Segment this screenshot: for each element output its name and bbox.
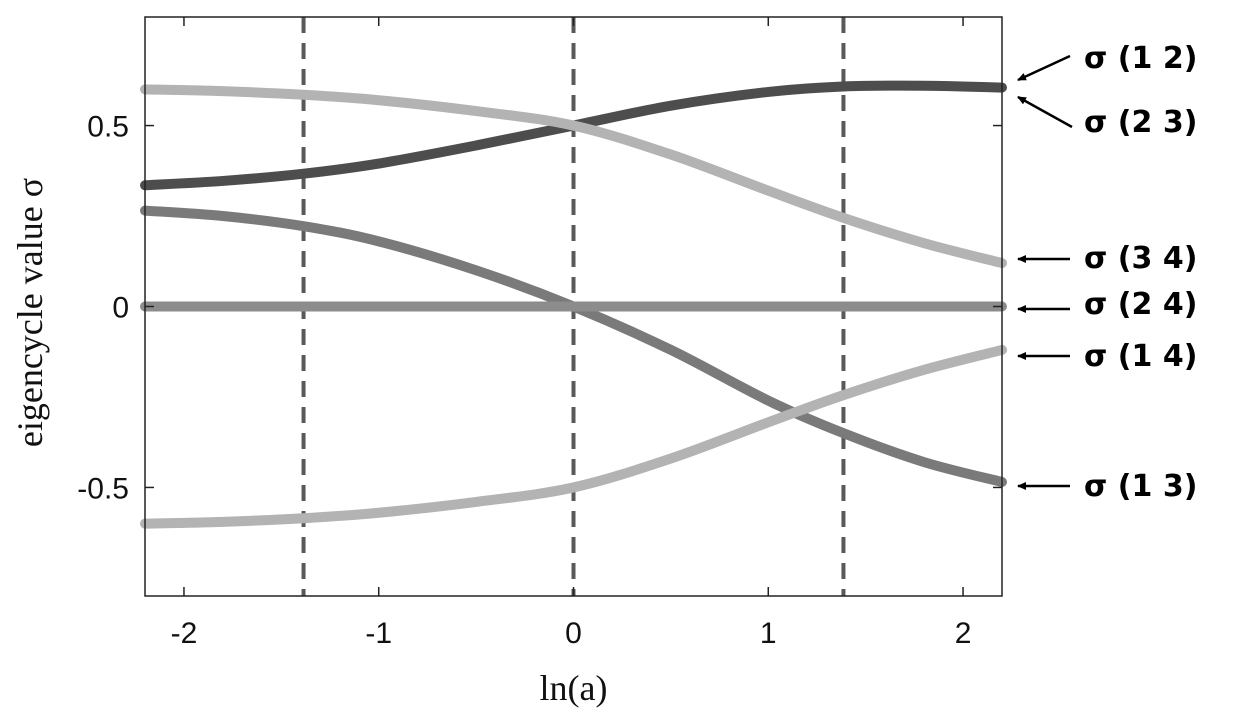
x-tick-label: -1 [365, 617, 392, 650]
annotation-label: σ (1 2) [1084, 41, 1197, 76]
annotation-arrow [1017, 95, 1073, 129]
x-tick-label: 0 [565, 617, 582, 650]
annotation-arrow [1017, 54, 1071, 82]
y-tick-label: 0 [112, 292, 129, 325]
tick-layer: -2 -1 0 1 2 -0.5 0 0.5 [77, 17, 1002, 650]
annotation-label: σ (2 4) [1084, 287, 1197, 322]
series-line-1 [140, 84, 1007, 269]
y-tick-label: -0.5 [77, 472, 129, 505]
x-axis-title: ln(a) [540, 668, 608, 708]
y-tick-label: 0.5 [87, 111, 129, 144]
annotation-label: σ (3 4) [1084, 241, 1197, 276]
annotation-label: σ (2 3) [1084, 105, 1197, 140]
x-tick-label: 1 [760, 617, 777, 650]
x-tick-label: 2 [955, 617, 972, 650]
y-axis-title: eigencycle value σ [10, 178, 50, 447]
annotation-label: σ (1 3) [1084, 469, 1197, 504]
annotation-label: σ (1 4) [1084, 339, 1197, 374]
series-line-4 [140, 344, 1007, 529]
series-layer [140, 80, 1007, 529]
x-tick-label: -2 [171, 617, 198, 650]
annotation-layer: σ (1 2) σ (2 3) σ (3 4) σ (2 4) σ (1 4) σ (1 … [1017, 41, 1197, 504]
